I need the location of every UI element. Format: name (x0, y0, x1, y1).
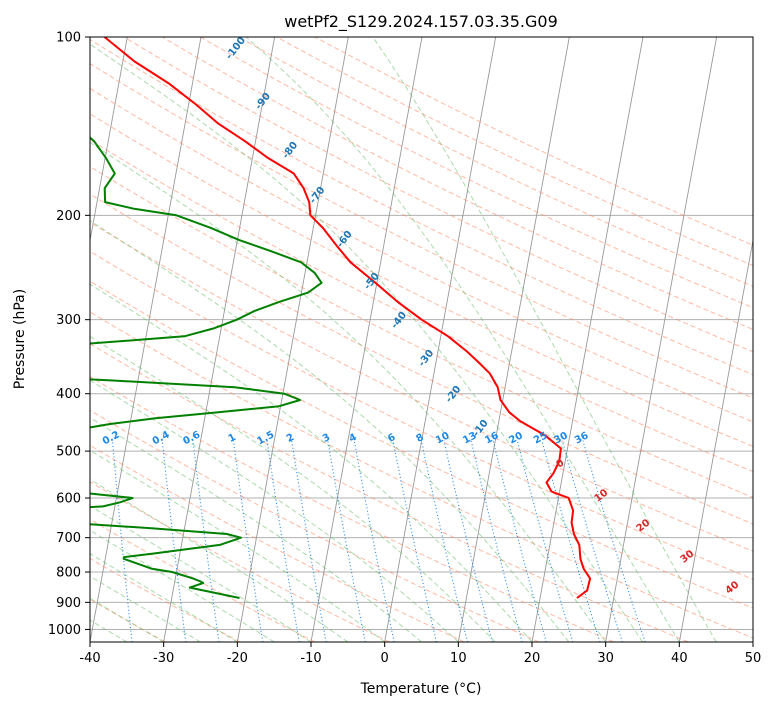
dry-adiabat-line (90, 87, 753, 423)
mixing-ratio-line (561, 440, 623, 642)
reference-lines (90, 37, 753, 642)
moist-adiabat-line (90, 335, 496, 642)
mixing-ratio-label: 6 (386, 432, 397, 445)
mixing-ratio-label: 1 (227, 432, 238, 445)
mixing-ratio-line (327, 440, 366, 642)
mixing-ratio-line (291, 440, 327, 642)
dry-adiabat-line (90, 409, 540, 642)
moist-adiabat-line (90, 417, 422, 642)
dry-adiabat-line (162, 37, 753, 331)
dry-adiabat-line (90, 444, 465, 642)
mixing-ratio-line (353, 440, 395, 642)
moist-adiabat-line (245, 37, 680, 642)
mixing-ratio-line (392, 440, 437, 642)
x-tick-label: 0 (381, 651, 389, 666)
mixing-ratio-line (192, 440, 220, 642)
mixing-ratio-line (492, 440, 547, 642)
y-tick-label: 700 (56, 531, 81, 546)
chart-title: wetPf2_S129.2024.157.03.35.G09 (284, 12, 558, 32)
isotherm-line (310, 37, 423, 642)
moist-adiabat-line (90, 283, 533, 642)
isotherm-line (531, 37, 644, 642)
y-tick-label: 600 (56, 492, 81, 507)
dry-adiabat-line (90, 113, 753, 447)
mixing-ratio-line (161, 440, 187, 642)
moist-adiabat-line (372, 37, 717, 642)
isotherm-line (90, 37, 128, 243)
y-tick-label: 300 (56, 313, 81, 328)
dry-adiabat-line (200, 37, 753, 309)
axes: -40 -30 -20 -10 0 10 20 30 40 50 100 200 300 400 500 60… (48, 31, 761, 667)
x-tick-label: -40 (79, 651, 100, 666)
x-tick-label: 50 (745, 651, 762, 666)
x-tick-label: 10 (450, 651, 467, 666)
moist-adiabat-line (90, 478, 349, 642)
isotherm-line (163, 37, 276, 642)
dry-adiabat-line (90, 343, 689, 642)
isotherm-line (605, 37, 718, 642)
mixing-ratio-label: 2 (285, 432, 296, 445)
dry-adiabat-line (314, 37, 753, 246)
mixing-ratio-line (443, 440, 493, 642)
mixing-ratio-label: 4 (347, 432, 358, 445)
x-tick-label: -20 (227, 651, 248, 666)
x-tick-label: 30 (597, 651, 614, 666)
dry-adiabat-line (90, 166, 753, 498)
temperature-profile-line (103, 37, 592, 599)
moist-adiabat-line (90, 597, 164, 642)
mixing-ratio-line (516, 440, 574, 642)
y-tick-label: 200 (56, 209, 81, 224)
mixing-ratio-label: 8 (414, 432, 425, 445)
y-tick-label: 400 (56, 387, 81, 402)
y-tick-label: 100 (56, 31, 81, 46)
dry-adiabat-line (90, 280, 753, 609)
dewpoint-profile-line (90, 136, 323, 599)
plot-frame (89, 36, 754, 643)
moist-adiabat-line (90, 553, 238, 642)
dry-adiabat-line (90, 221, 753, 552)
x-tick-label: 40 (671, 651, 688, 666)
moist-adiabat-line (90, 529, 275, 642)
x-tick-label: -10 (300, 651, 321, 666)
x-tick-label: -30 (153, 651, 174, 666)
mixing-ratio-line (420, 440, 469, 642)
isotherm-line (236, 37, 349, 642)
isotherm-line (457, 37, 570, 642)
profile-curves (90, 37, 592, 599)
x-axis-label: Temperature (°C) (360, 681, 482, 697)
dry-adiabat-line (238, 37, 753, 288)
y-tick-label: 900 (56, 596, 81, 611)
y-tick-label: 800 (56, 566, 81, 581)
isotherm-line (384, 37, 497, 642)
y-axis-label: Pressure (hPa) (12, 289, 28, 389)
moist-adiabat-line (90, 449, 385, 642)
moist-adiabat-line (90, 141, 607, 642)
x-tick-label: 20 (524, 651, 541, 666)
y-tick-label: 1000 (48, 623, 81, 638)
mixing-ratio-line (232, 440, 264, 642)
dry-adiabat-line (90, 375, 614, 642)
dry-adiabat-line (90, 518, 315, 642)
isotherm-line (678, 237, 753, 642)
mixing-ratio-line (541, 440, 601, 642)
moist-adiabat-line (90, 575, 201, 642)
dry-adiabat-line (123, 37, 753, 353)
mixing-ratio-line (111, 440, 133, 642)
dry-adiabat-line (90, 481, 390, 642)
y-tick-label: 500 (56, 445, 81, 460)
dry-adiabat-line (90, 63, 753, 399)
moist-adiabat-line (90, 220, 570, 642)
moist-adiabat-line (90, 379, 459, 642)
moist-adiabat-line (90, 43, 643, 642)
mixing-ratio-line (470, 440, 523, 642)
mixing-ratio-label: 3 (321, 432, 332, 445)
dry-adiabat-line (90, 38, 753, 376)
mixing-ratio-line (266, 440, 300, 642)
